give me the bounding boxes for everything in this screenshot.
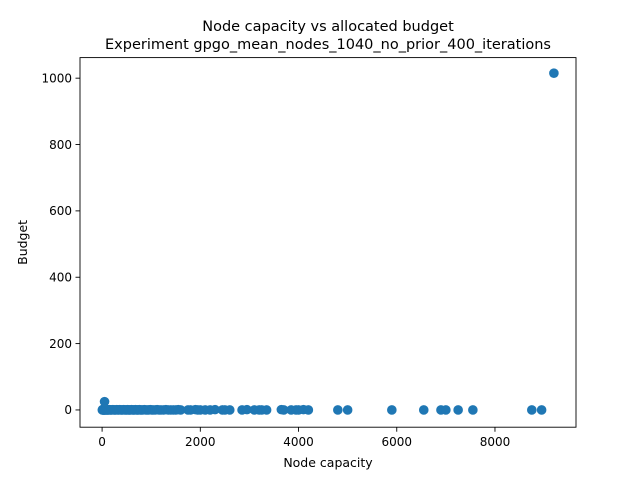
y-axis-label: Budget — [15, 220, 30, 265]
data-point — [418, 405, 429, 415]
data-point — [453, 405, 463, 415]
y-tick-label: 1000 — [41, 71, 72, 85]
x-axis-label: Node capacity — [283, 455, 373, 470]
x-tick-label: 2000 — [185, 435, 216, 449]
data-point — [99, 396, 110, 407]
y-tick-label: 800 — [49, 138, 72, 152]
y-tick-label: 400 — [49, 271, 72, 285]
data-point — [303, 405, 314, 415]
data-point — [441, 405, 451, 415]
plot-area-frame — [79, 57, 577, 428]
data-point — [210, 404, 220, 415]
data-point — [175, 405, 186, 415]
y-tick-label: 600 — [49, 204, 72, 218]
data-point — [261, 405, 272, 415]
data-point — [468, 405, 478, 415]
data-point — [333, 405, 343, 415]
data-point — [549, 68, 559, 78]
chart-title: Node capacity vs allocated budget — [202, 19, 454, 35]
chart-subtitle: Experiment gpgo_mean_nodes_1040_no_prior… — [105, 37, 551, 53]
data-points — [97, 68, 559, 415]
y-tick-label: 200 — [49, 337, 72, 351]
y-axis-ticks: 0 200 400 600 800 1000 — [41, 71, 80, 417]
x-tick-label: 8000 — [480, 435, 511, 449]
data-point — [342, 405, 353, 415]
data-point — [387, 405, 397, 415]
x-tick-label: 4000 — [283, 435, 314, 449]
data-point — [536, 405, 547, 415]
data-point — [527, 405, 537, 415]
data-point — [242, 404, 252, 415]
x-tick-label: 0 — [98, 435, 106, 449]
x-axis-ticks: 0 2000 4000 6000 8000 — [98, 427, 510, 449]
x-tick-label: 6000 — [381, 435, 412, 449]
data-point — [279, 405, 289, 415]
y-tick-label: 0 — [64, 403, 72, 417]
data-point — [224, 405, 235, 415]
